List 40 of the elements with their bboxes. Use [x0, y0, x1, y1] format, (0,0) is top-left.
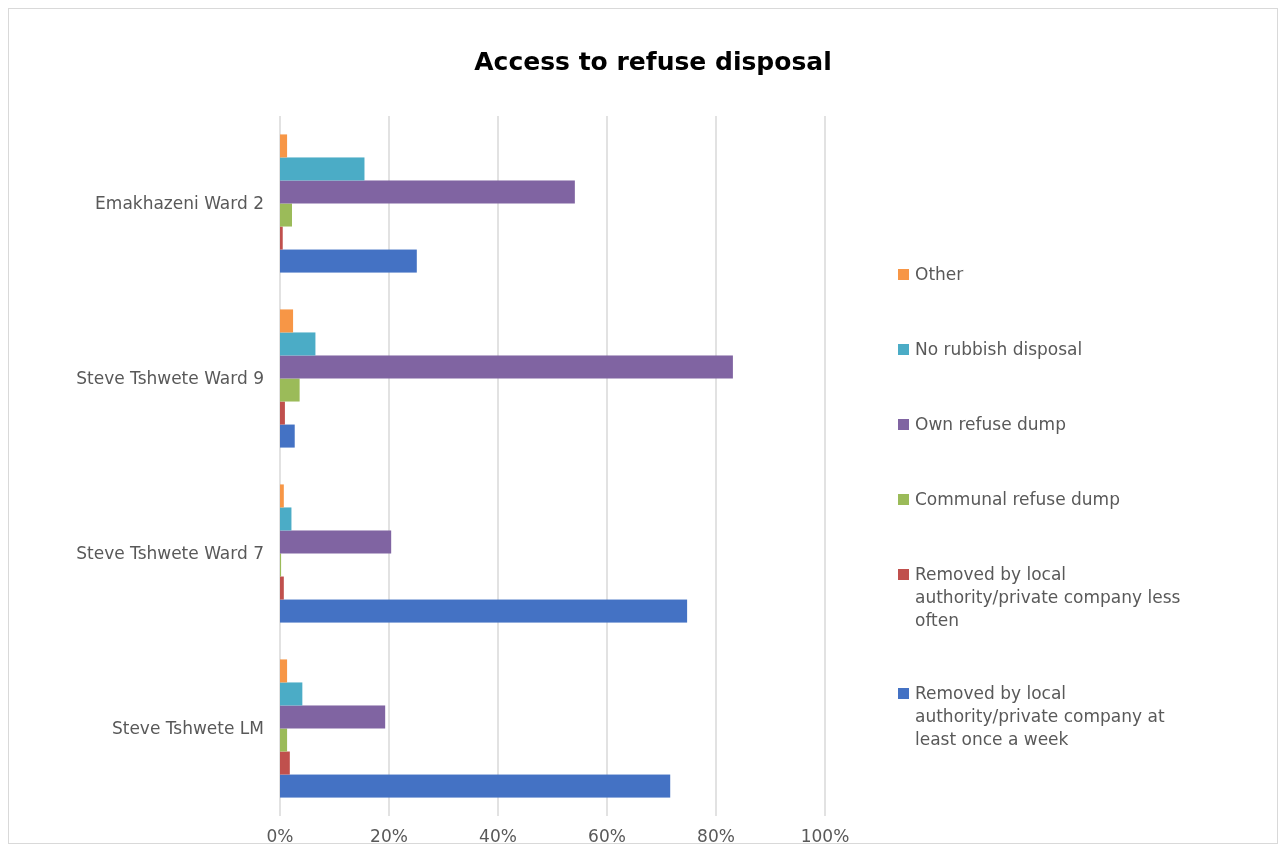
legend-label: No rubbish disposal	[915, 339, 1083, 359]
chart-title: Access to refuse disposal	[474, 47, 832, 76]
legend-label: Other	[915, 264, 964, 284]
bar	[280, 751, 290, 775]
bar	[280, 705, 386, 729]
bar	[280, 378, 300, 402]
x-tick-label: 40%	[479, 826, 517, 846]
y-tick-label: Steve Tshwete Ward 7	[76, 542, 264, 563]
bar	[280, 203, 292, 227]
legend-label: Own refuse dump	[915, 414, 1066, 434]
legend-label: Removed by local authority/private company less often	[915, 564, 1181, 630]
bar	[280, 530, 392, 554]
bar	[280, 507, 292, 531]
bar	[280, 332, 316, 356]
bar	[280, 599, 688, 623]
x-tick-label: 100%	[800, 826, 850, 846]
bar	[280, 576, 284, 600]
y-tick-label: Steve Tshwete Ward 9	[76, 367, 264, 388]
y-tick-label: Steve Tshwete LM	[111, 717, 264, 738]
legend-label: Communal refuse dump	[915, 489, 1120, 509]
x-tick-label: 80%	[697, 826, 735, 846]
x-tick-label: 20%	[370, 826, 408, 846]
bar	[280, 134, 288, 158]
x-tick-label: 0%	[266, 826, 294, 846]
legend-label: Removed by local authority/private company at least once a week	[915, 683, 1165, 749]
bar	[280, 249, 417, 273]
bar	[280, 180, 575, 204]
x-tick-label: 60%	[588, 826, 626, 846]
bar	[280, 774, 671, 798]
bar	[280, 355, 733, 379]
bar	[280, 682, 303, 706]
bar	[280, 659, 288, 683]
bar	[280, 309, 294, 333]
bar	[280, 484, 284, 508]
bar	[280, 401, 285, 425]
y-tick-label: Emakhazeni Ward 2	[95, 192, 264, 213]
bar	[280, 728, 288, 752]
bar	[280, 226, 283, 250]
bar	[280, 424, 295, 448]
bar	[280, 157, 365, 181]
